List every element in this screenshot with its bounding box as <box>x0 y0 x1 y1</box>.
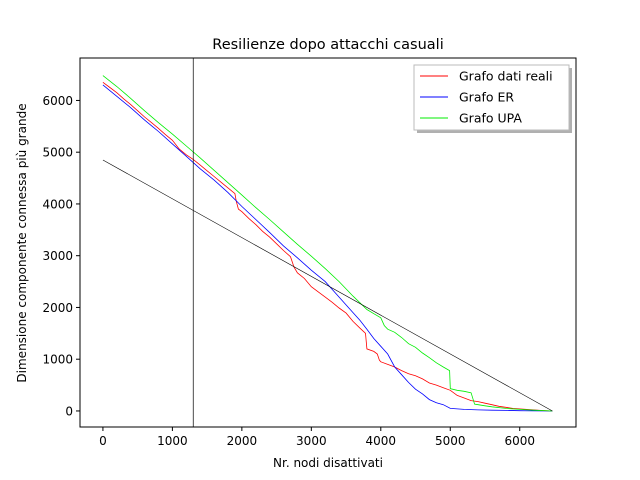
x-tick-label: 2000 <box>227 434 258 448</box>
x-axis: 0 1000 2000 3000 4000 5000 6000 <box>99 427 535 448</box>
y-tick-label: 2000 <box>42 301 73 315</box>
plot-area <box>102 58 553 427</box>
series-line-grafo-upa <box>102 75 553 412</box>
chart-title: Resilienze dopo attacchi casuali <box>212 37 443 53</box>
legend-label-grafo-dati-reali: Grafo dati reali <box>459 69 553 84</box>
legend: Grafo dati reali Grafo ER Grafo UPA <box>413 64 572 133</box>
y-tick-label: 4000 <box>42 197 73 211</box>
x-tick-label: 1000 <box>157 434 188 448</box>
series-line-grafo-er <box>102 84 553 412</box>
x-axis-label: Nr. nodi disattivati <box>273 456 383 470</box>
series-line-reference <box>102 159 553 412</box>
x-tick-label: 4000 <box>366 434 397 448</box>
x-tick-label: 5000 <box>435 434 466 448</box>
x-tick-label: 6000 <box>504 434 535 448</box>
y-tick-label: 5000 <box>42 146 73 160</box>
y-tick-label: 0 <box>65 404 73 418</box>
x-tick-label: 3000 <box>296 434 327 448</box>
y-axis: 0 1000 2000 3000 4000 5000 6000 <box>42 94 80 418</box>
plot-frame <box>79 57 577 428</box>
x-tick-label: 0 <box>99 434 107 448</box>
legend-label-grafo-er: Grafo ER <box>459 90 514 105</box>
series-line-grafo-dati-reali <box>102 81 553 412</box>
legend-label-grafo-upa: Grafo UPA <box>459 111 522 126</box>
y-tick-label: 1000 <box>42 353 73 367</box>
y-tick-label: 6000 <box>42 94 73 108</box>
y-axis-label: Dimensione componente connessa più grand… <box>15 103 29 382</box>
y-tick-label: 3000 <box>42 249 73 263</box>
